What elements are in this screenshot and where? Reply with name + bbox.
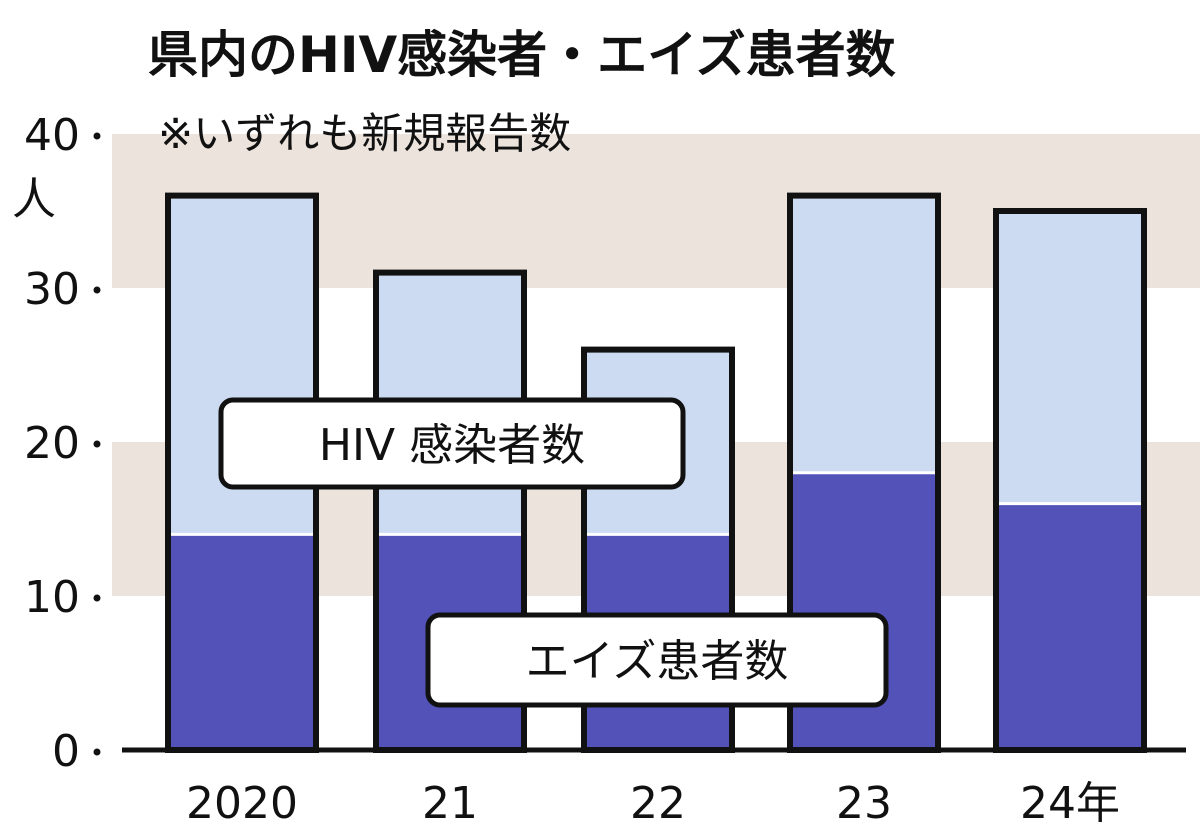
legend-hiv-box bbox=[218, 397, 686, 490]
y-tick-label: 40 bbox=[24, 110, 80, 161]
bar-aids-segment bbox=[790, 472, 938, 750]
legend-aids: エイズ患者数 bbox=[425, 612, 889, 708]
bar-aids-segment bbox=[168, 534, 316, 750]
y-tick-label: 20 bbox=[24, 418, 80, 469]
y-tick-label: 30 bbox=[24, 264, 80, 315]
bar-group bbox=[993, 208, 1147, 753]
bar-aids-segment bbox=[996, 503, 1144, 750]
legend-hiv: HIV 感染者数 bbox=[218, 397, 686, 490]
y-tick-label: 0 bbox=[52, 726, 80, 777]
x-tick-label: 21 bbox=[422, 778, 478, 829]
chart-title: 県内のHIV感染者・エイズ患者数 bbox=[148, 26, 896, 84]
x-tick-label: 2020 bbox=[186, 778, 298, 829]
bar-hiv-segment bbox=[790, 195, 938, 473]
bar-hiv-segment bbox=[996, 211, 1144, 504]
x-axis-labels: 2020 21 22 23 24年 bbox=[186, 778, 1120, 829]
y-tick-dot bbox=[93, 286, 101, 294]
y-axis: 0 10 20 30 40 bbox=[24, 110, 101, 777]
x-tick-label: 23 bbox=[836, 778, 892, 829]
x-tick-label: 24年 bbox=[1020, 778, 1120, 829]
y-tick-label: 10 bbox=[24, 572, 80, 623]
legend-aids-box bbox=[425, 612, 889, 708]
y-tick-dot bbox=[93, 132, 101, 140]
chart-subtitle: ※いずれも新規報告数 bbox=[158, 109, 571, 158]
legend-hiv-label: HIV 感染者数 bbox=[319, 420, 585, 471]
y-tick-dot bbox=[93, 440, 101, 448]
x-tick-label: 22 bbox=[630, 778, 686, 829]
legend-aids-label: エイズ患者数 bbox=[526, 636, 789, 687]
y-tick-dot bbox=[93, 594, 101, 602]
y-tick-dot bbox=[93, 748, 101, 756]
y-axis-unit-label: 人 bbox=[12, 174, 56, 225]
